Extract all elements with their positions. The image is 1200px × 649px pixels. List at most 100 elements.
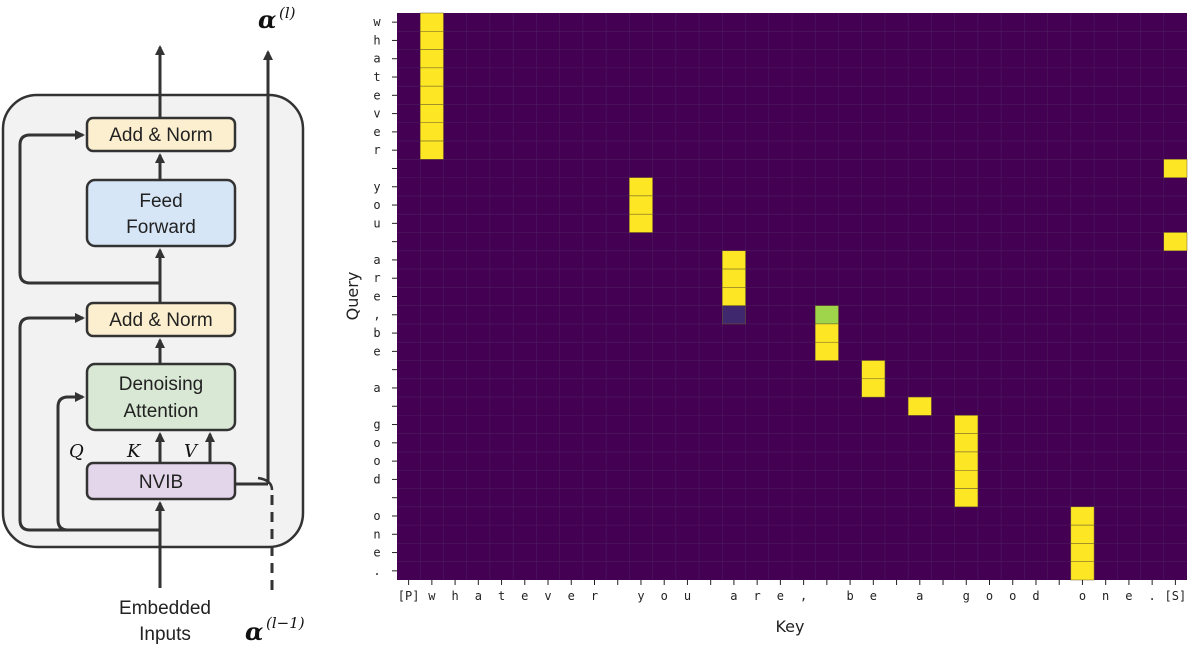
alpha-input-superscript: (l−1) [266,614,305,632]
heatmap-cell [1070,543,1095,562]
x-tick-label: a [916,589,923,603]
heatmap-cell [419,12,444,32]
x-tick-label: r [754,589,761,603]
denoising-attention-label-2: Attention [124,401,199,422]
x-tick-label: , [800,589,807,603]
x-tick-label: e [777,589,784,603]
ff-residual-connection [18,130,160,285]
x-tick-label: o [986,589,993,603]
x-tick-label: n [1102,589,1109,603]
x-tick-label: y [637,589,644,603]
add-norm-bottom-label: Add & Norm [109,310,212,331]
alpha-output-label: α [258,5,276,34]
y-tick-label: . [373,564,380,578]
q-label: Q [69,441,84,462]
x-tick-label: [S] [1165,589,1187,603]
add-norm-bottom-box [85,301,237,338]
y-tick-label: a [373,253,380,267]
x-tick-label: v [544,589,551,603]
y-tick-label: y [373,180,380,194]
denoising-attention-label-1: Denoising [119,374,204,395]
heatmap-cell [722,268,746,288]
y-tick-label: o [373,198,380,212]
attention-residual-connection [18,313,160,532]
heatmap-background [397,13,1187,580]
y-tick-label: u [373,216,380,230]
heatmap-cell [861,378,886,398]
x-tick-label: t [498,589,505,603]
x-tick-label: w [428,589,436,603]
x-tick-label: u [684,589,691,603]
x-axis-title: Key [775,617,804,636]
heatmap-cell [419,85,444,105]
add-norm-top-label: Add & Norm [109,125,212,146]
y-tick-label: e [373,290,380,304]
y-tick-label: o [373,436,380,450]
y-tick-label: e [373,546,380,560]
heatmap-cell [954,433,979,453]
heatmap-cell [722,287,746,306]
heatmap-cell [814,323,839,343]
y-tick-label: a [373,381,380,395]
heatmap-cell [907,396,932,416]
y-tick-label: n [373,527,380,541]
y-axis-title: Query [343,272,362,321]
heatmap-cell [1163,159,1188,178]
x-tick-label: r [591,589,598,603]
x-tick-label: a [730,589,737,603]
y-tick-label: r [373,271,380,285]
heatmap-cell [419,122,444,142]
heatmap-cell [419,31,444,50]
architecture-diagram: α (l) Add & Norm Feed Forward Add & Norm… [1,4,305,646]
y-tick-label: b [373,326,380,340]
y-tick-label: w [373,15,381,29]
heatmap-cell [954,470,979,489]
denoising-attention-box [85,362,237,432]
heatmap-cell [1070,506,1095,526]
heatmap-cell [814,341,839,361]
feed-forward-label-2: Forward [126,217,196,238]
y-tick-label: d [373,472,380,486]
heatmap-cell [1070,561,1095,581]
nvib-box [85,461,237,501]
y-tick-label: e [373,88,380,102]
v-label: V [184,441,199,462]
x-tick-label: e [568,589,575,603]
heatmap-cell [629,213,653,233]
x-tick-label: g [963,589,970,603]
heatmap-cell [419,140,444,160]
y-tick-label: t [373,70,380,84]
x-tick-label: [P] [398,589,420,603]
k-label: K [126,441,142,462]
alpha-output-superscript: (l) [279,4,296,22]
y-tick-label: v [373,107,380,121]
x-tick-label: a [475,589,482,603]
y-tick-label: h [373,33,380,47]
y-tick-label: e [373,125,380,139]
y-tick-label: e [373,344,380,358]
alpha-input-label: α [245,617,263,646]
y-tick-label: o [373,509,380,523]
heatmap-cell [814,305,839,325]
inputs-label-2: Inputs [139,624,191,645]
inputs-label-1: Embedded [119,598,211,619]
x-tick-label: o [1009,589,1016,603]
heatmap-cell [1163,232,1188,252]
heatmap-cell [722,305,746,325]
x-tick-label: e [1125,589,1132,603]
add-norm-top-box [85,116,237,153]
x-tick-label: o [661,589,668,603]
x-tick-label: h [451,589,458,603]
x-tick-label: d [1032,589,1039,603]
y-tick-label: a [373,52,380,66]
x-tick-label: b [846,589,853,603]
heatmap-cell [419,49,444,69]
feed-forward-box [85,178,237,248]
heatmap-cell [629,195,653,215]
heatmap-cell [419,67,444,87]
x-tick-label: o [1079,589,1086,603]
x-tick-label: . [1149,589,1156,603]
alpha-input-curve [257,476,274,491]
heatmap-cell [954,488,979,508]
